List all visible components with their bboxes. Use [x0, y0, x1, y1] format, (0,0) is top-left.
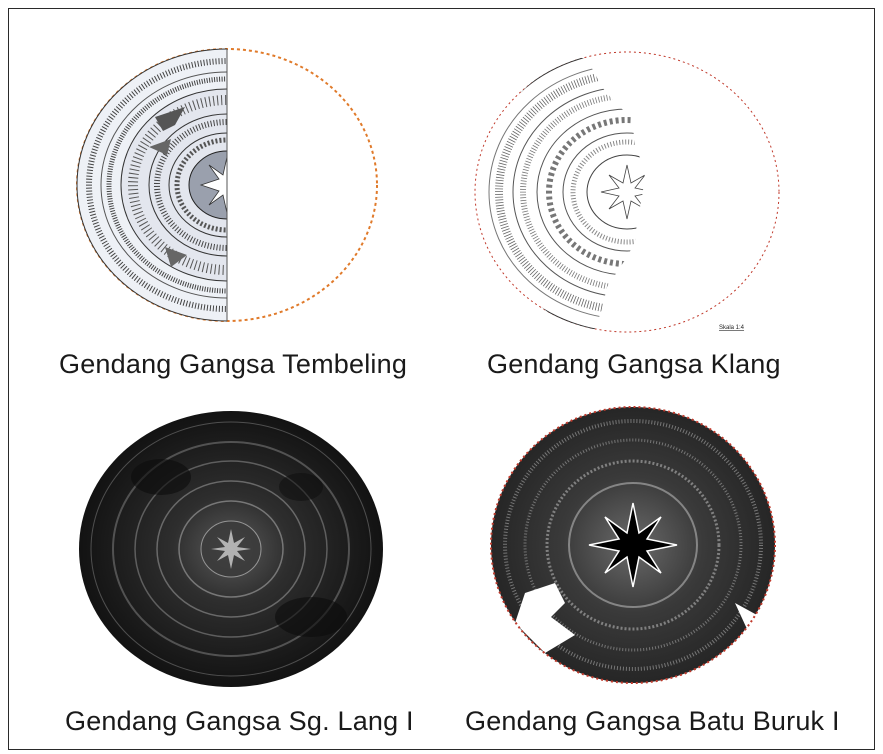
drum-sg-lang-photo: [71, 407, 391, 697]
figure-frame: Gendang Gangsa Tembeling: [8, 8, 875, 750]
star-motif: [600, 164, 645, 220]
damaged-area: [515, 583, 575, 653]
reconstruction-outline: [490, 406, 776, 684]
star-motif: [588, 502, 678, 588]
drum-tembeling-drawing: [75, 47, 385, 327]
reconstruction-outline: [474, 51, 780, 333]
drum-klang-drawing: Skala 1:4: [467, 47, 787, 337]
scale-label: Skala 1:4: [719, 325, 745, 331]
drum-tympanum-half: [76, 48, 227, 322]
caption-klang: Gendang Gangsa Klang: [487, 349, 781, 379]
drum-tympanum-fragment: [487, 57, 645, 329]
caption-sg-lang: Gendang Gangsa Sg. Lang I: [65, 706, 414, 736]
star-motif: [211, 529, 251, 569]
star-motif: [199, 156, 227, 214]
drum-batu-buruk-photo: [485, 403, 785, 693]
caption-batu-buruk: Gendang Gangsa Batu Buruk I: [465, 706, 840, 736]
caption-tembeling: Gendang Gangsa Tembeling: [59, 349, 408, 379]
